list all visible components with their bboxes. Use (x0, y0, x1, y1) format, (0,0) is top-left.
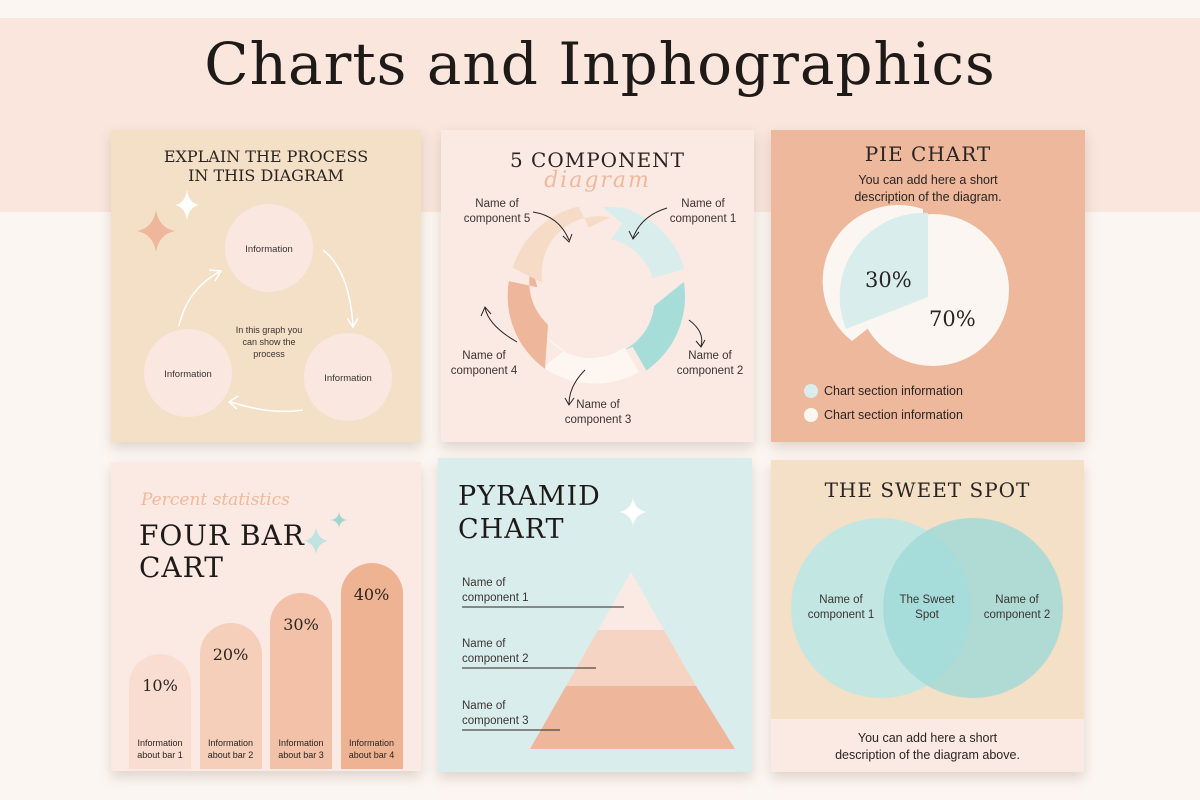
process-title: EXPLAIN THE PROCESS IN THIS DIAGRAM (163, 147, 369, 185)
bar-chart-subtitle: Percent statistics (141, 490, 290, 510)
process-node-top (225, 204, 313, 292)
venn-right-label: Name of component 2 (983, 594, 1051, 621)
bar-2: 20% Information about bar 2 (199, 623, 262, 769)
bar-category-line1: Information (278, 738, 324, 748)
segment-component-5 (512, 206, 610, 283)
arrow-curve-left (178, 271, 220, 327)
bar-3: 30% Information about bar 3 (270, 593, 332, 769)
five-component-ring (480, 206, 706, 406)
legend-item-2: Chart section information (824, 408, 963, 422)
bar-category-line2: about bar 3 (278, 750, 324, 760)
bar-category-line1: Information (137, 738, 183, 748)
arrow-curve-right (322, 249, 354, 326)
pyramid-tier-2 (566, 630, 696, 686)
bar-value-label-4: 40% (353, 585, 390, 604)
sparkle-small-icon (175, 190, 199, 220)
process-node-left-label: Information (164, 369, 212, 380)
bar-value-label-3: 30% (283, 615, 319, 634)
venn-card: THE SWEET SPOT Name of component 1 The Sw… (771, 460, 1084, 772)
legend-swatch-2 (804, 408, 818, 422)
component-4-label: Name of component 4 (450, 350, 518, 377)
pyramid-title: PYRAMID CHART (458, 481, 601, 545)
five-component-script: diagram (544, 168, 651, 193)
pyramid-tier-1 (598, 572, 664, 630)
sparkle-teal-large-icon (304, 528, 328, 554)
pie-chart-description: You can add here a short description of … (854, 173, 1002, 204)
process-node-right-label: Information (324, 373, 372, 384)
bar-category-line1: Information (207, 738, 254, 748)
bar-chart: 10% Information about bar 1 20% Information a… (111, 462, 421, 771)
pyramid-card: PYRAMID CHART Name of component 1 Name of… (438, 458, 752, 772)
bar-4: 40% Information about bar 4 (340, 563, 403, 769)
pie-slice-small-exploded (839, 212, 928, 329)
bar-1: 10% Information about bar 1 (129, 654, 191, 769)
page-title: Charts and Inphographics (204, 30, 996, 98)
bar-value-label-2: 20% (212, 645, 249, 664)
sparkle-white-icon (619, 498, 647, 526)
process-diagram (137, 190, 392, 421)
component-1-label: Name of component 1 (669, 198, 737, 225)
bar-category-line2: about bar 4 (348, 750, 395, 760)
pyramid-component-3-label: Name of component 3 (462, 700, 529, 727)
bar-category-label-1: Information about bar 1 (125, 737, 195, 761)
bar-category-label-2: Information about bar 2 (196, 737, 266, 761)
component-2-label: Name of component 2 (676, 350, 744, 377)
bar-chart-decor (304, 512, 347, 554)
pie-slice-large-label: 70% (929, 307, 976, 331)
bar-value-label-1: 10% (142, 676, 178, 695)
component-5-label: Name of component 5 (463, 198, 531, 225)
segment-component-1 (602, 206, 685, 279)
pyramid-chart (462, 498, 735, 749)
process-center-text: In this graph you can show the process (235, 325, 303, 359)
pyramid-component-1-label: Name of component 1 (462, 577, 529, 604)
venn-title: THE SWEET SPOT (824, 478, 1031, 502)
venn-description-panel (771, 719, 1084, 772)
legend-swatch-1 (804, 384, 818, 398)
segment-component-2 (611, 281, 686, 371)
legend-item-1: Chart section information (824, 384, 963, 398)
pie-chart-card: PIE CHART You can add here a short descr… (771, 130, 1085, 442)
pie-slice-small-label: 30% (865, 268, 912, 292)
venn-left-label: Name of component 1 (807, 594, 875, 621)
five-component-card: 5 COMPONENT diagram Name of component 5 N… (441, 130, 754, 442)
sparkle-large-icon (137, 210, 175, 252)
bar-category-line2: about bar 2 (207, 750, 254, 760)
bar-category-label-4: Information about bar 4 (337, 737, 407, 761)
sparkle-teal-small-icon (331, 512, 347, 528)
process-node-top-label: Information (245, 244, 293, 255)
venn-diagram (771, 518, 1084, 772)
four-bar-card: Percent statistics FOUR BAR CART 10% Info… (111, 462, 421, 771)
process-card: EXPLAIN THE PROCESS IN THIS DIAGRAM Info… (111, 130, 421, 442)
pie-chart (804, 204, 1009, 422)
venn-center-label: The Sweet Spot (899, 594, 955, 621)
pyramid-tier-3 (530, 686, 735, 749)
bar-category-label-3: Information about bar 3 (266, 737, 336, 761)
segment-component-3 (542, 337, 639, 384)
bar-category-line2: about bar 1 (137, 750, 183, 760)
five-component-title: 5 COMPONENT (509, 148, 686, 172)
pie-chart-title: PIE CHART (864, 142, 992, 166)
segment-component-4 (507, 265, 548, 369)
bar-category-line1: Information (348, 738, 395, 748)
pyramid-component-2-label: Name of component 2 (462, 638, 529, 665)
component-3-label: Name of component 3 (564, 399, 632, 426)
venn-circle-right (883, 518, 1063, 698)
process-node-right (304, 333, 392, 421)
arrow-curve-bottom (230, 401, 304, 413)
ring-center (556, 253, 640, 337)
bar-chart-title: FOUR BAR CART (139, 519, 305, 584)
process-node-left (144, 329, 232, 417)
venn-description: You can add here a short description of … (835, 731, 1020, 762)
